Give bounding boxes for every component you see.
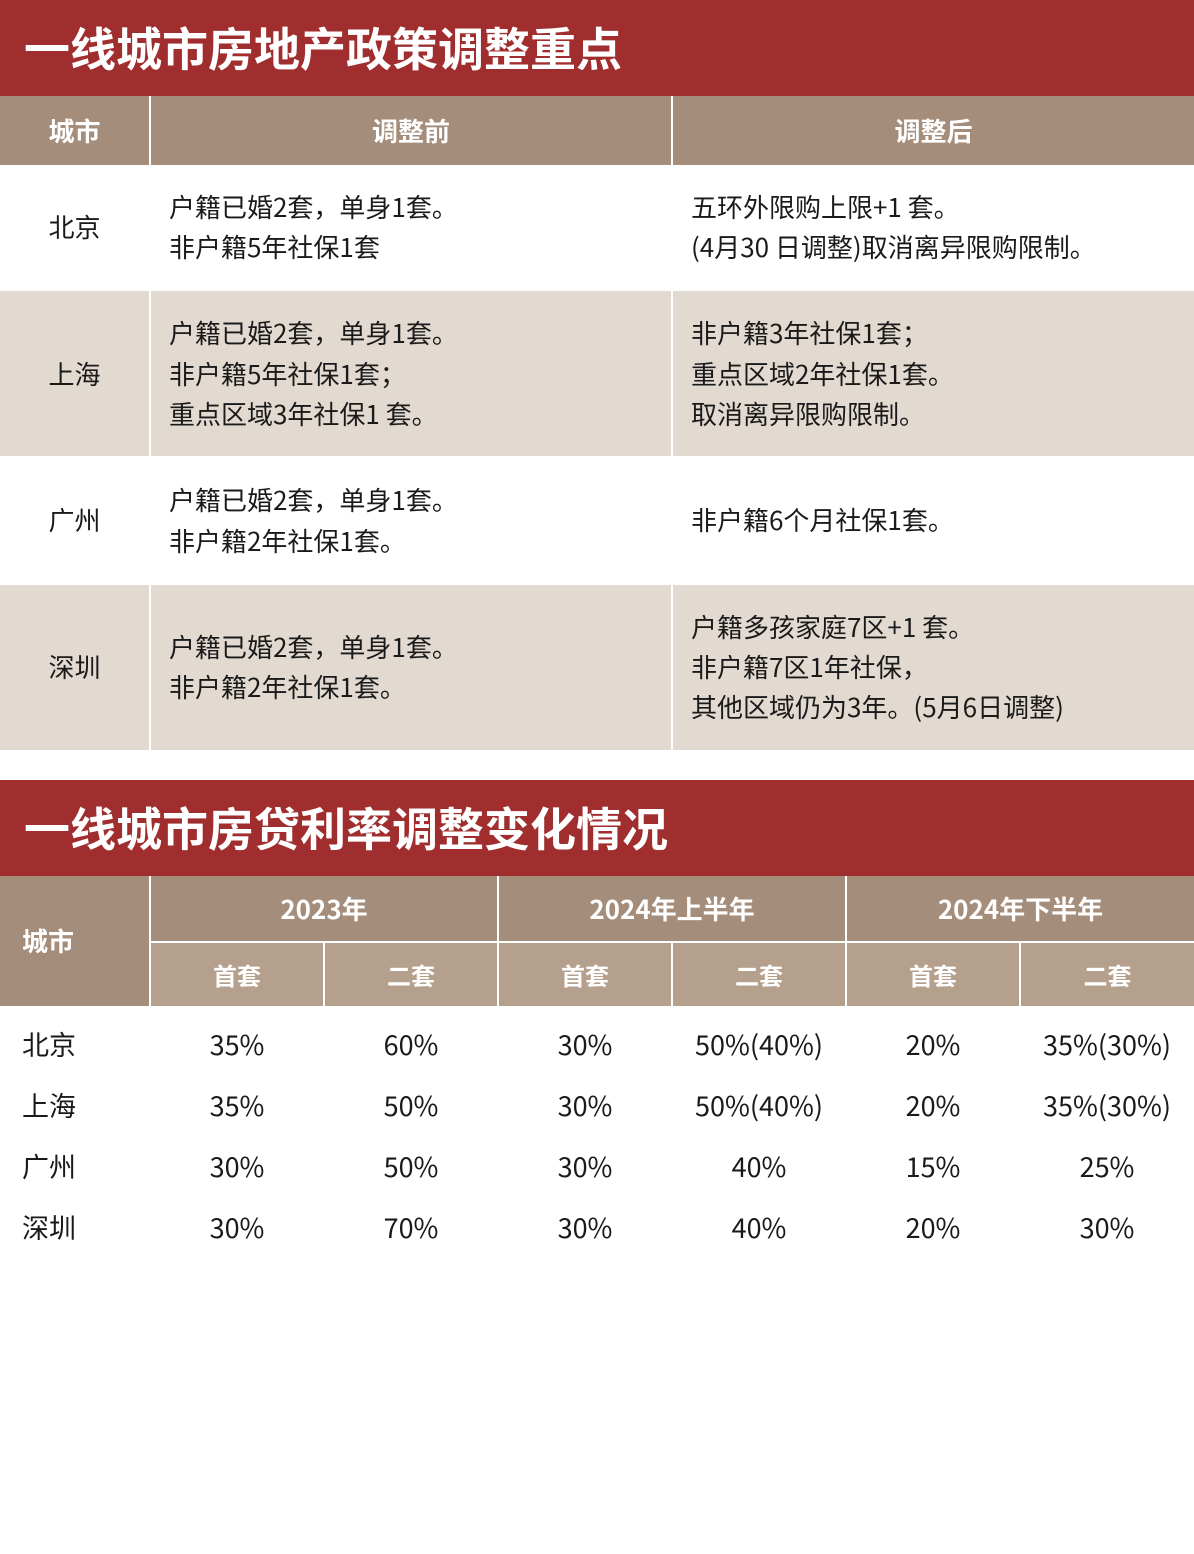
section-divider <box>0 750 1194 780</box>
rate-value-cell: 30% <box>498 1074 672 1135</box>
rate-value-cell: 15% <box>846 1135 1020 1196</box>
rate-value-cell: 50%(40%) <box>672 1006 846 1074</box>
rate-period-header: 2024年下半年 <box>846 876 1194 942</box>
rate-value-cell: 30% <box>498 1196 672 1264</box>
rate-table-body: 北京35%60%30%50%(40%)20%35%(30%)上海35%50%30… <box>0 1006 1194 1264</box>
rate-value-cell: 30% <box>498 1006 672 1074</box>
rate-sub-header: 二套 <box>324 942 498 1006</box>
rate-table: 城市2023年2024年上半年2024年下半年首套二套首套二套首套二套 北京35… <box>0 876 1194 1264</box>
rate-value-cell: 30% <box>150 1135 324 1196</box>
policy-before-cell: 户籍已婚2套，单身1套。非户籍5年社保1套 <box>150 165 672 291</box>
policy-table-body: 北京户籍已婚2套，单身1套。非户籍5年社保1套五环外限购上限+1 套。(4月30… <box>0 165 1194 750</box>
rate-value-cell: 70% <box>324 1196 498 1264</box>
rate-value-cell: 35%(30%) <box>1020 1006 1194 1074</box>
rate-value-cell: 25% <box>1020 1135 1194 1196</box>
policy-after-cell: 五环外限购上限+1 套。(4月30 日调整)取消离异限购限制。 <box>672 165 1194 291</box>
policy-table-head: 城市调整前调整后 <box>0 96 1194 165</box>
rate-sub-header: 二套 <box>1020 942 1194 1006</box>
rate-value-cell: 35% <box>150 1006 324 1074</box>
rate-value-cell: 50%(40%) <box>672 1074 846 1135</box>
rate-value-cell: 40% <box>672 1135 846 1196</box>
rate-value-cell: 20% <box>846 1006 1020 1074</box>
policy-city-cell: 广州 <box>0 457 150 584</box>
rate-value-cell: 30% <box>1020 1196 1194 1264</box>
policy-before-cell: 户籍已婚2套，单身1套。非户籍5年社保1套；重点区域3年社保1 套。 <box>150 290 672 457</box>
policy-table-title: 一线城市房地产政策调整重点 <box>0 0 1194 96</box>
policy-before-cell: 户籍已婚2套，单身1套。非户籍2年社保1套。 <box>150 457 672 584</box>
rate-sub-header: 二套 <box>672 942 846 1006</box>
rate-value-cell: 30% <box>150 1196 324 1264</box>
policy-after-cell: 非户籍3年社保1套；重点区域2年社保1套。取消离异限购限制。 <box>672 290 1194 457</box>
rate-city-header: 城市 <box>0 876 150 1006</box>
rate-period-header: 2024年上半年 <box>498 876 846 942</box>
rate-value-cell: 40% <box>672 1196 846 1264</box>
rate-value-cell: 35%(30%) <box>1020 1074 1194 1135</box>
rate-city-cell: 广州 <box>0 1135 150 1196</box>
rate-value-cell: 20% <box>846 1196 1020 1264</box>
policy-col-header: 调整后 <box>672 96 1194 165</box>
rate-city-cell: 上海 <box>0 1074 150 1135</box>
policy-before-cell: 户籍已婚2套，单身1套。非户籍2年社保1套。 <box>150 584 672 750</box>
rate-value-cell: 35% <box>150 1074 324 1135</box>
rate-city-cell: 深圳 <box>0 1196 150 1264</box>
rate-sub-header: 首套 <box>150 942 324 1006</box>
rate-city-cell: 北京 <box>0 1006 150 1074</box>
rate-period-header: 2023年 <box>150 876 498 942</box>
rate-value-cell: 50% <box>324 1074 498 1135</box>
policy-table: 城市调整前调整后 北京户籍已婚2套，单身1套。非户籍5年社保1套五环外限购上限+… <box>0 96 1194 750</box>
rate-sub-header: 首套 <box>498 942 672 1006</box>
policy-city-cell: 深圳 <box>0 584 150 750</box>
policy-table-section: 一线城市房地产政策调整重点 城市调整前调整后 北京户籍已婚2套，单身1套。非户籍… <box>0 0 1194 750</box>
rate-value-cell: 20% <box>846 1074 1020 1135</box>
policy-col-header: 调整前 <box>150 96 672 165</box>
policy-after-cell: 户籍多孩家庭7区+1 套。非户籍7区1年社保，其他区域仍为3年。(5月6日调整) <box>672 584 1194 750</box>
policy-city-cell: 上海 <box>0 290 150 457</box>
rate-value-cell: 60% <box>324 1006 498 1074</box>
policy-col-header: 城市 <box>0 96 150 165</box>
policy-city-cell: 北京 <box>0 165 150 291</box>
rate-table-head: 城市2023年2024年上半年2024年下半年首套二套首套二套首套二套 <box>0 876 1194 1006</box>
rate-table-section: 一线城市房贷利率调整变化情况 城市2023年2024年上半年2024年下半年首套… <box>0 780 1194 1264</box>
policy-after-cell: 非户籍6个月社保1套。 <box>672 457 1194 584</box>
rate-value-cell: 30% <box>498 1135 672 1196</box>
rate-sub-header: 首套 <box>846 942 1020 1006</box>
rate-value-cell: 50% <box>324 1135 498 1196</box>
rate-table-title: 一线城市房贷利率调整变化情况 <box>0 780 1194 876</box>
